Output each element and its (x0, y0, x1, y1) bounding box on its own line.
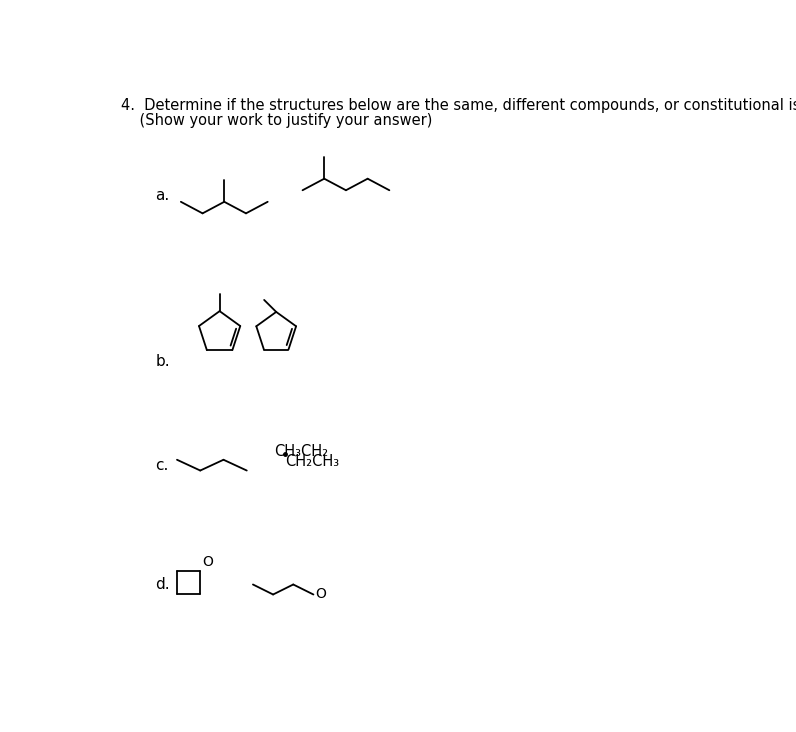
Text: O: O (315, 588, 326, 602)
Text: O: O (202, 555, 213, 569)
Text: CH₂CH₃: CH₂CH₃ (285, 455, 339, 469)
Text: (Show your work to justify your answer): (Show your work to justify your answer) (121, 113, 432, 128)
Text: CH₃CH₂: CH₃CH₂ (274, 444, 328, 458)
Text: b.: b. (155, 354, 170, 369)
Text: 4.  Determine if the structures below are the same, different compounds, or cons: 4. Determine if the structures below are… (121, 98, 796, 113)
Text: d.: d. (155, 577, 170, 592)
Text: c.: c. (155, 458, 169, 473)
Text: a.: a. (155, 188, 170, 203)
